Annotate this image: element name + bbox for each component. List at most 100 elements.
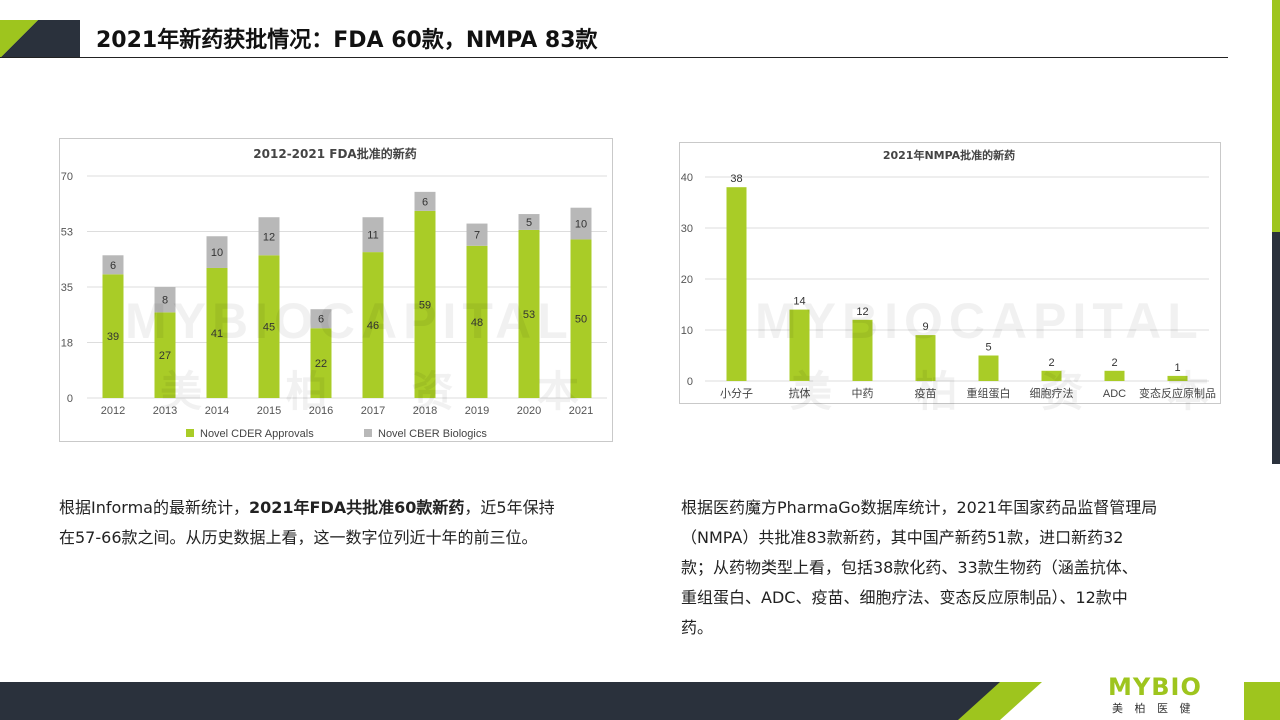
bar-label-cder: 50 [575, 314, 587, 326]
fda-legend-cder: Novel CDER Approvals [186, 428, 314, 440]
bar-cder [206, 267, 228, 398]
bar-label-cder: 45 [263, 322, 275, 334]
bar-value-label: 1 [1174, 362, 1180, 374]
bar-label-cber: 11 [367, 230, 378, 242]
nmpa-chart-frame [679, 142, 1221, 404]
bar-value-label: 9 [922, 321, 928, 333]
bar-nmpa [1041, 370, 1062, 381]
watermark-cn: 美 柏 资 本 [160, 368, 616, 415]
y-tick-label: 0 [67, 393, 73, 405]
x-tick-label: 2014 [205, 405, 229, 417]
x-tick-label: 2020 [517, 405, 541, 417]
y-tick-label: 70 [61, 171, 73, 183]
bar-label-cber: 10 [211, 247, 223, 259]
right-accent-green [1272, 0, 1280, 232]
bar-label-cder: 27 [159, 350, 171, 362]
bar-cder [310, 328, 332, 398]
bar-cber [414, 191, 436, 211]
bar-value-label: 14 [793, 296, 805, 308]
bar-cder [258, 255, 280, 398]
bar-nmpa [852, 319, 873, 381]
page-title: 2021年新药获批情况：FDA 60款，NMPA 83款 [96, 28, 598, 53]
x-tick-label: 2019 [465, 405, 489, 417]
bar-nmpa [978, 355, 999, 381]
bar-cber [518, 214, 540, 230]
left-paragraph-line1: 根据Informa的最新统计，2021年FDA共批准60款新药，近5年保持 [59, 493, 659, 523]
right-line-2: （NMPA）共批准83款新药，其中国产新药51款，进口新药32 [681, 528, 1124, 547]
bar-label-cber: 7 [474, 230, 480, 242]
bar-value-label: 12 [856, 306, 868, 318]
x-tick-label: 2012 [101, 405, 125, 417]
x-tick-label: 疫苗 [915, 386, 937, 400]
bar-cber [102, 255, 124, 275]
y-tick-label: 35 [61, 282, 73, 294]
logo-subtitle: 美 柏 医 健 [1112, 702, 1195, 715]
bar-cder [518, 229, 540, 398]
footer-green-stripe [958, 682, 1042, 720]
bar-value-label: 38 [730, 173, 742, 185]
x-tick-label: 2016 [309, 405, 333, 417]
footer-logo: MYBIO 美 柏 医 健 [1108, 674, 1228, 718]
bar-label-cder: 59 [419, 299, 431, 311]
bar-value-label: 5 [985, 342, 991, 354]
bar-cder [466, 245, 488, 398]
bar-label-cber: 10 [575, 219, 587, 231]
bar-cber [570, 207, 592, 240]
right-line-3: 款；从药物类型上看，包括38款化药、33款生物药（涵盖抗体、 [681, 558, 1138, 577]
left-text-part1: 根据Informa的最新统计， [59, 498, 249, 517]
bar-label-cber: 5 [526, 217, 532, 229]
right-line-5: 药。 [681, 618, 714, 637]
title-underline [0, 57, 1228, 58]
y-tick-label: 20 [681, 274, 693, 286]
fda-legend-cber: Novel CBER Biologics [364, 428, 487, 440]
bar-nmpa [1104, 370, 1125, 381]
watermark-en-2: MYBIOCAPITAL [755, 293, 1204, 349]
bar-label-cder: 22 [315, 358, 327, 370]
bar-nmpa [789, 309, 810, 381]
bar-cder [414, 210, 436, 398]
legend-swatch-green [186, 429, 194, 437]
x-tick-label: 小分子 [720, 387, 753, 400]
left-paragraph: 根据Informa的最新统计，2021年FDA共批准60款新药，近5年保持 在5… [59, 493, 659, 553]
legend-label-cber: Novel CBER Biologics [378, 428, 487, 440]
bar-nmpa [1167, 375, 1188, 381]
x-tick-label: 2021 [569, 405, 593, 417]
bar-label-cder: 48 [471, 317, 483, 329]
watermark-en: MYBIOCAPITAL [125, 293, 574, 349]
footer-bar [0, 682, 1000, 720]
bar-cber [154, 287, 176, 313]
bar-cber [258, 217, 280, 256]
left-paragraph-line2: 在57-66款之间。从历史数据上看，这一数字位列近十年的前三位。 [59, 528, 538, 547]
bar-nmpa [726, 187, 747, 381]
bar-label-cber: 6 [422, 196, 428, 208]
x-tick-label: 2015 [257, 405, 281, 417]
x-tick-label: 细胞疗法 [1030, 386, 1074, 400]
y-tick-label: 18 [61, 338, 73, 350]
bar-cber [466, 223, 488, 246]
nmpa-chart-title: 2021年NMPA批准的新药 [882, 149, 1016, 162]
bar-cder [362, 252, 384, 398]
header-corner-decoration [0, 20, 80, 58]
x-tick-label: ADC [1103, 388, 1126, 400]
legend-swatch-gray [364, 429, 372, 437]
y-tick-label: 0 [687, 376, 693, 388]
bar-cder [570, 239, 592, 398]
y-tick-label: 10 [681, 325, 693, 337]
bar-label-cder: 41 [211, 328, 223, 340]
bar-label-cber: 12 [263, 231, 275, 243]
footer-corner-block [1244, 682, 1280, 720]
x-tick-label: 中药 [852, 387, 874, 400]
bar-value-label: 2 [1111, 357, 1117, 369]
bar-cber [206, 236, 228, 268]
bar-label-cder: 53 [523, 309, 535, 321]
nmpa-bar-chart: 0 10 20 30 40 38 小分子 14 抗体 12 中药 9 疫苗 5 重组蛋白 2 细胞疗法 2 ADC 1… [681, 172, 1216, 400]
left-text-part2: ，近5年保持 [464, 498, 555, 517]
bar-nmpa [915, 335, 936, 381]
x-tick-label: 变态反应原制品 [1139, 386, 1216, 400]
bar-label-cder: 46 [367, 320, 379, 332]
x-tick-label: 抗体 [789, 386, 811, 400]
bar-label-cber: 8 [162, 295, 168, 307]
fda-chart-title: 2012-2021 FDA批准的新药 [253, 147, 417, 161]
y-tick-label: 40 [681, 172, 693, 184]
bar-cder [154, 312, 176, 398]
